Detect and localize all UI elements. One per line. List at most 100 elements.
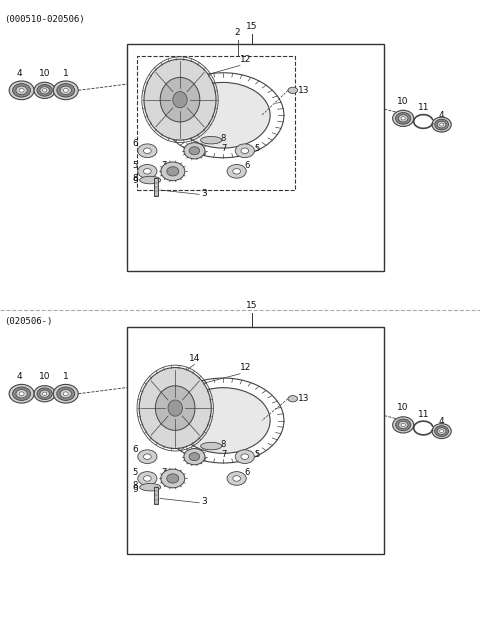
Ellipse shape (398, 421, 408, 429)
Text: 14: 14 (189, 354, 200, 363)
Ellipse shape (12, 83, 31, 97)
Text: 6: 6 (245, 161, 250, 169)
Ellipse shape (432, 424, 451, 439)
Text: 8: 8 (132, 482, 138, 490)
Text: 15: 15 (246, 22, 258, 31)
Text: 10: 10 (397, 97, 409, 106)
Ellipse shape (9, 384, 34, 403)
Text: 1: 1 (63, 373, 69, 381)
Ellipse shape (227, 472, 246, 485)
Text: 10: 10 (397, 404, 409, 412)
Ellipse shape (138, 144, 157, 158)
Text: 6: 6 (132, 139, 138, 148)
Ellipse shape (168, 400, 182, 416)
Text: 11: 11 (418, 103, 429, 112)
Ellipse shape (139, 368, 211, 449)
Text: 3: 3 (202, 497, 207, 506)
Ellipse shape (43, 88, 47, 92)
Ellipse shape (401, 423, 405, 427)
Ellipse shape (16, 86, 27, 95)
Ellipse shape (241, 148, 249, 153)
Ellipse shape (432, 117, 451, 132)
Text: 10: 10 (39, 373, 50, 381)
Text: 3: 3 (202, 189, 207, 197)
Ellipse shape (184, 143, 205, 159)
Ellipse shape (19, 88, 24, 92)
Ellipse shape (160, 77, 200, 122)
Ellipse shape (53, 384, 78, 403)
Text: 8: 8 (221, 134, 226, 143)
Ellipse shape (184, 449, 205, 465)
Text: 7: 7 (221, 450, 226, 459)
Ellipse shape (173, 92, 187, 108)
Ellipse shape (57, 387, 75, 401)
Ellipse shape (189, 147, 200, 155)
Text: 8: 8 (132, 174, 138, 183)
Ellipse shape (440, 123, 444, 126)
Ellipse shape (161, 162, 185, 181)
Text: 6: 6 (132, 445, 138, 454)
Ellipse shape (140, 176, 161, 184)
Text: 11: 11 (418, 410, 429, 419)
Ellipse shape (167, 166, 179, 176)
Bar (137, 56, 295, 190)
Text: 1: 1 (63, 69, 69, 78)
Ellipse shape (435, 426, 448, 437)
Ellipse shape (140, 483, 161, 491)
Ellipse shape (227, 164, 246, 178)
Ellipse shape (201, 442, 222, 450)
Ellipse shape (37, 388, 52, 399)
Ellipse shape (161, 378, 285, 464)
Text: 4: 4 (16, 69, 22, 78)
Ellipse shape (396, 419, 411, 430)
Text: 4: 4 (439, 111, 444, 120)
Ellipse shape (34, 386, 55, 402)
Ellipse shape (144, 169, 151, 174)
Ellipse shape (9, 81, 34, 100)
Ellipse shape (241, 454, 249, 459)
Ellipse shape (144, 476, 151, 481)
Ellipse shape (189, 452, 200, 461)
Ellipse shape (440, 430, 444, 432)
Bar (127, 327, 384, 554)
Ellipse shape (398, 115, 408, 122)
Ellipse shape (138, 450, 157, 464)
Text: 6: 6 (245, 468, 250, 477)
Ellipse shape (176, 388, 270, 454)
Ellipse shape (16, 389, 27, 398)
Ellipse shape (40, 87, 49, 94)
Text: 13: 13 (298, 86, 309, 95)
Bar (127, 44, 384, 271)
Ellipse shape (43, 392, 47, 396)
Ellipse shape (161, 72, 285, 158)
Ellipse shape (235, 450, 254, 464)
Text: 12: 12 (240, 363, 252, 372)
Ellipse shape (144, 59, 216, 140)
Text: (020506-): (020506-) (4, 317, 52, 326)
Bar (154, 178, 158, 196)
Ellipse shape (233, 169, 240, 174)
Ellipse shape (40, 390, 49, 397)
Ellipse shape (437, 121, 446, 128)
Ellipse shape (34, 82, 55, 98)
Text: 13: 13 (298, 394, 309, 403)
Ellipse shape (435, 119, 448, 130)
Text: 4: 4 (439, 417, 444, 426)
Text: 9: 9 (132, 485, 138, 493)
Ellipse shape (63, 88, 68, 92)
Ellipse shape (393, 110, 414, 126)
Text: 5: 5 (132, 468, 138, 477)
Text: 4: 4 (16, 373, 22, 381)
Ellipse shape (144, 148, 151, 153)
Text: 2: 2 (235, 29, 240, 37)
Text: 7: 7 (161, 161, 166, 169)
Text: 7: 7 (161, 468, 166, 477)
Text: 12: 12 (240, 55, 252, 64)
Ellipse shape (60, 86, 72, 95)
Ellipse shape (156, 386, 195, 430)
Ellipse shape (144, 454, 151, 459)
Text: 15: 15 (246, 301, 258, 310)
Ellipse shape (235, 144, 254, 158)
Ellipse shape (176, 82, 270, 148)
Ellipse shape (57, 83, 75, 97)
